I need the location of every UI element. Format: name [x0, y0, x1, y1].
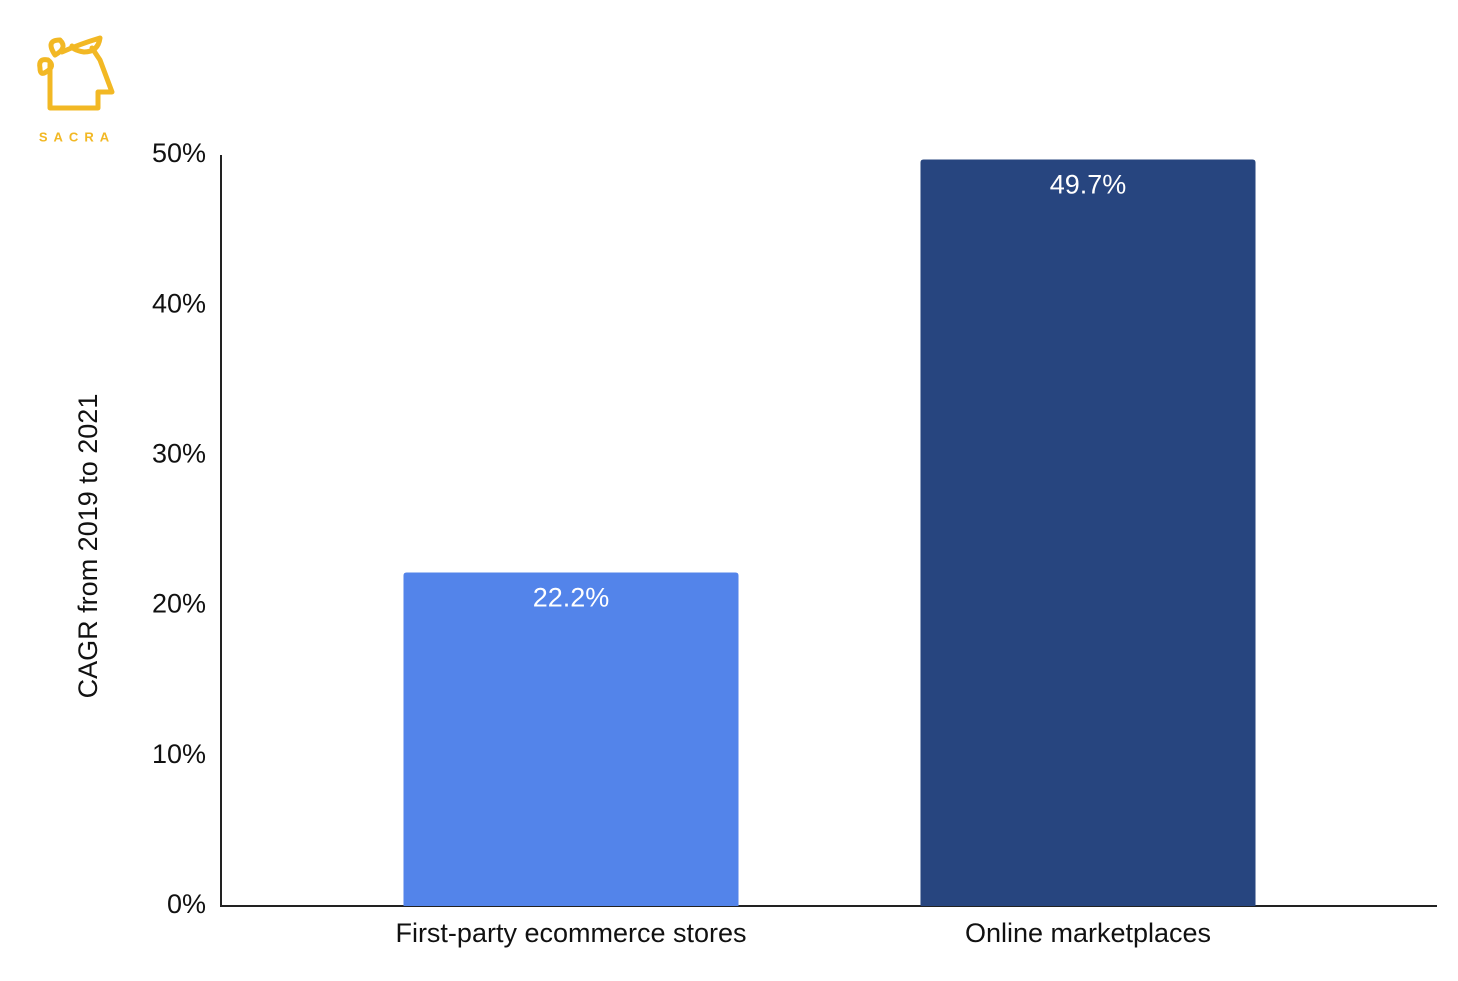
y-tick-label: 50%	[152, 138, 206, 168]
y-tick-label: 40%	[152, 288, 206, 318]
bar	[920, 159, 1256, 907]
bar	[403, 572, 739, 906]
logo-text: SACRA	[39, 129, 115, 144]
y-axis-title: CAGR from 2019 to 2021	[73, 394, 103, 699]
y-tick-label: 10%	[152, 739, 206, 769]
x-tick-label: Online marketplaces	[965, 918, 1211, 948]
x-tick-label: First-party ecommerce stores	[395, 918, 746, 948]
y-tick-label: 30%	[152, 439, 206, 469]
logo	[37, 35, 115, 111]
logo-leaf	[59, 35, 103, 55]
logo-house	[47, 45, 115, 111]
value-label: 49.7%	[1050, 170, 1127, 200]
y-tick-label: 0%	[167, 889, 206, 919]
logo-leaf	[37, 57, 54, 76]
y-tick-label: 20%	[152, 589, 206, 619]
value-label: 22.2%	[533, 583, 610, 613]
